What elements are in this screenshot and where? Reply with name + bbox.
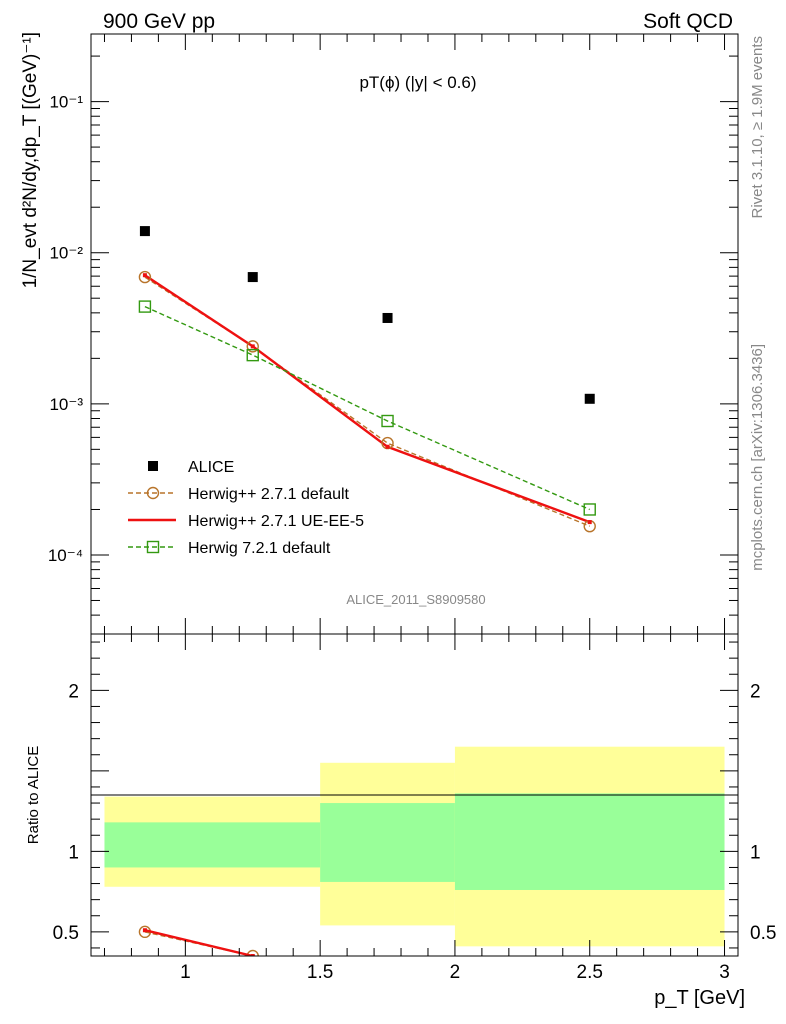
main-ytick-label: 10⁻⁴ (48, 546, 83, 565)
series-2-point-0 (142, 273, 147, 278)
legend-label-3: Herwig 7.2.1 default (188, 540, 331, 557)
ratio-xtick-label: 1.5 (307, 962, 333, 983)
ratio-xtick-label: 1 (180, 962, 191, 983)
series-2-point-3 (587, 520, 592, 525)
series-3-point-0 (138, 300, 152, 313)
ratio-plot-frame (90, 633, 739, 957)
main-ytick-label: 10⁻³ (49, 395, 83, 414)
ratio-series-0-point-3 (584, 984, 595, 995)
legend-marker-1 (146, 486, 160, 500)
legend-marker-0 (148, 461, 158, 471)
series-3-point-3 (583, 503, 596, 516)
series-0-point-2 (382, 312, 393, 323)
ratio-series-1-point-2 (386, 988, 390, 992)
legend-label-0: ALICE (188, 459, 234, 476)
legend-label-2: Herwig++ 2.7.1 UE-EE-5 (188, 513, 364, 530)
series-2-point-1 (250, 344, 255, 349)
main-ytick-label: 10⁻² (49, 244, 83, 263)
ratio-xtick-label: 2 (450, 962, 461, 983)
ratio-xtick-label: 3 (719, 962, 730, 983)
rivet-version-label: Rivet 3.1.10, ≥ 1.9M events (749, 36, 766, 219)
legend: ALICE Herwig++ 2.7.1 default Herwig++ 2.7.… (128, 459, 364, 557)
plot-title: pT(ϕ) (|y| < 0.6) (359, 73, 476, 92)
series-0-point-1 (247, 272, 258, 283)
ratio-series-1-point-0 (142, 928, 147, 933)
ratio-band-inner-2 (454, 793, 725, 890)
ratio-series-1-point-1 (250, 954, 255, 956)
main-ytick-label: 10⁻¹ (49, 93, 83, 112)
legend-label-1: Herwig++ 2.7.1 default (188, 486, 350, 503)
series-2-point-2 (385, 444, 390, 449)
series-1-point-0 (138, 270, 152, 284)
ratio-ytick-label-right: 1 (750, 842, 761, 863)
ratio-xtick-label: 2.5 (577, 962, 603, 983)
ratio-band-inner-0 (104, 822, 321, 868)
ratio-series-0-point-2 (382, 983, 393, 994)
analysis-id-label: ALICE_2011_S8909580 (346, 592, 485, 607)
ratio-series-1-point-3 (588, 986, 592, 990)
series-0-point-3 (584, 393, 595, 404)
ratio-ytick-label: 1 (68, 842, 79, 863)
y-axis-label-main: 1/N_evt d²N/dy,dp_T [(GeV)⁻¹] (20, 32, 41, 288)
series-2-line (144, 274, 591, 524)
ratio-ytick-label: 2 (68, 681, 79, 702)
series-3-point-2 (381, 414, 394, 428)
series-3-line (144, 305, 590, 511)
y-axis-label-ratio: Ratio to ALICE (25, 746, 42, 844)
series-3-point-1 (246, 348, 259, 362)
x-axis-label: p_T [GeV] (654, 987, 745, 1009)
ratio-ytick-label-right: 0.5 (750, 923, 776, 944)
ratio-series-1-line (144, 929, 258, 956)
ratio-series-0-point-1 (246, 949, 259, 956)
collision-label: 900 GeV pp (103, 10, 215, 33)
ratio-ytick-label-right: 2 (750, 681, 761, 702)
series-0-point-0 (139, 226, 150, 237)
ratio-ytick-label: 0.5 (53, 923, 79, 944)
mcplots-label: mcplots.cern.ch [arXiv:1306.3436] (749, 344, 766, 571)
legend-marker-3 (146, 540, 160, 554)
ratio-band-inner-1 (320, 803, 455, 882)
series-1-point-1 (246, 340, 259, 353)
process-label: Soft QCD (643, 10, 733, 33)
